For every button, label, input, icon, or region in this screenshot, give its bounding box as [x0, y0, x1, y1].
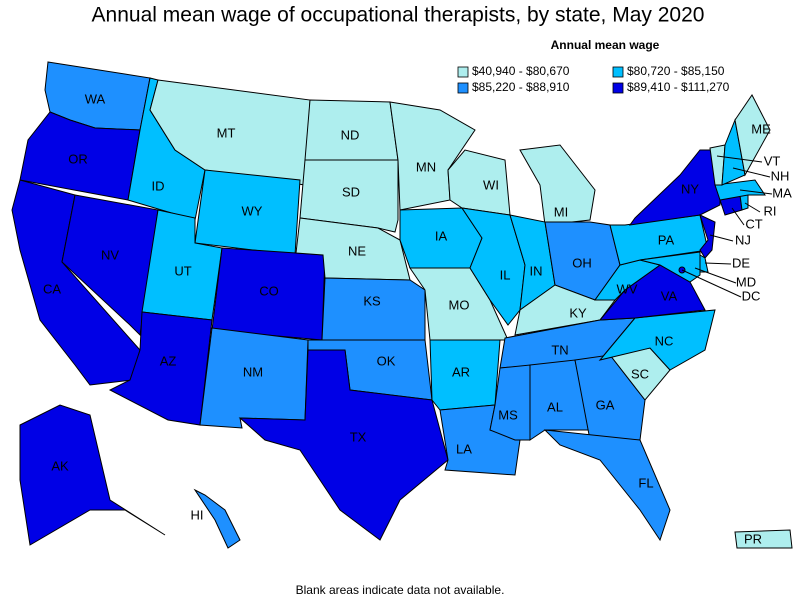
state-label: TX	[350, 429, 367, 444]
state-label: LA	[456, 441, 472, 456]
state-label: OK	[377, 353, 396, 368]
state-label: AK	[51, 458, 69, 473]
state-label: OR	[68, 151, 88, 166]
leader-line	[731, 207, 745, 226]
state-label: AR	[452, 364, 470, 379]
state-label: ME	[751, 121, 771, 136]
leader-line	[709, 234, 734, 242]
state-label: GA	[596, 397, 615, 412]
leader-line	[744, 202, 761, 213]
state-label: AZ	[160, 353, 177, 368]
state	[739, 194, 749, 211]
state-label: ID	[152, 178, 165, 193]
legend-swatch	[457, 82, 469, 94]
state	[447, 149, 511, 216]
state-label: MO	[449, 297, 470, 312]
state-label: CT	[745, 216, 762, 231]
state-label: MD	[736, 274, 756, 289]
state	[628, 149, 721, 226]
state-label: RI	[764, 203, 777, 218]
state-label: HI	[191, 507, 204, 522]
state-label: SC	[631, 366, 649, 381]
state	[321, 277, 426, 341]
footnote: Blank areas indicate data not available.	[296, 583, 505, 597]
state-label: UT	[174, 263, 191, 278]
state-label: ND	[341, 127, 360, 142]
legend-swatch	[457, 66, 469, 78]
state-label: DE	[732, 255, 750, 270]
state-label: TN	[551, 342, 568, 357]
leader-line	[704, 262, 732, 265]
leader-line	[732, 167, 771, 178]
state-label: NH	[771, 168, 790, 183]
legend-label: $40,940 - $80,670	[472, 64, 570, 78]
state-label: IN	[530, 263, 543, 278]
state-label: CA	[43, 281, 61, 296]
state-label: PR	[744, 531, 762, 546]
title: Annual mean wage of occupational therapi…	[92, 4, 705, 27]
state-label: KY	[569, 305, 587, 320]
state-label: SD	[342, 184, 360, 199]
state-label: NM	[243, 364, 263, 379]
legend-swatch	[612, 66, 624, 78]
state	[639, 251, 701, 283]
labels: WA OR CA NV ID MT WY UT AZ CO NM ND SD NE KS OK TX MN IA MO…	[43, 91, 792, 546]
state-label: DC	[742, 288, 761, 303]
state	[19, 404, 166, 546]
state-label: IA	[435, 228, 448, 243]
state-label: NJ	[735, 232, 751, 247]
states	[11, 61, 793, 549]
state-label: MT	[217, 125, 236, 140]
legend-label: $85,220 - $88,910	[472, 80, 570, 94]
legend-title: Annual mean wage	[551, 38, 660, 52]
state	[529, 359, 591, 441]
state-label: KS	[363, 293, 381, 308]
state	[108, 311, 213, 426]
state-label: AL	[547, 399, 563, 414]
state-label: NV	[101, 247, 119, 262]
state	[734, 94, 771, 177]
state-label: FL	[638, 475, 653, 490]
state-label: NC	[655, 333, 674, 348]
leader-line	[739, 189, 773, 195]
state	[193, 488, 241, 549]
state	[519, 144, 596, 226]
state-label: CO	[259, 283, 279, 298]
legend: $40,940 - $80,670 $80,720 - $85,150 $85,22…	[457, 64, 730, 94]
state-label: NY	[681, 181, 699, 196]
state-label: WY	[242, 203, 263, 218]
state	[734, 529, 793, 549]
state-label: WV	[617, 281, 638, 296]
leader-line	[716, 155, 763, 163]
leader-line	[681, 269, 742, 298]
state-label: WI	[483, 177, 499, 192]
state	[598, 309, 716, 371]
state-label: MS	[498, 407, 518, 422]
legend-label: $89,410 - $111,270	[627, 80, 730, 94]
legend-label: $80,720 - $85,150	[627, 64, 725, 78]
state-label: PA	[658, 232, 675, 247]
state-label: VA	[661, 288, 678, 303]
state-label: WA	[85, 91, 106, 106]
leader-line	[694, 267, 737, 284]
legend-swatch	[612, 82, 624, 94]
state	[543, 429, 671, 542]
state-label: OH	[572, 255, 592, 270]
state-label: MN	[416, 159, 436, 174]
state-label: NE	[348, 243, 366, 258]
state-label: MI	[554, 204, 568, 219]
state-label: IL	[500, 267, 511, 282]
state-label: MA	[772, 185, 792, 200]
state-label: VT	[764, 153, 781, 168]
state	[61, 194, 159, 337]
